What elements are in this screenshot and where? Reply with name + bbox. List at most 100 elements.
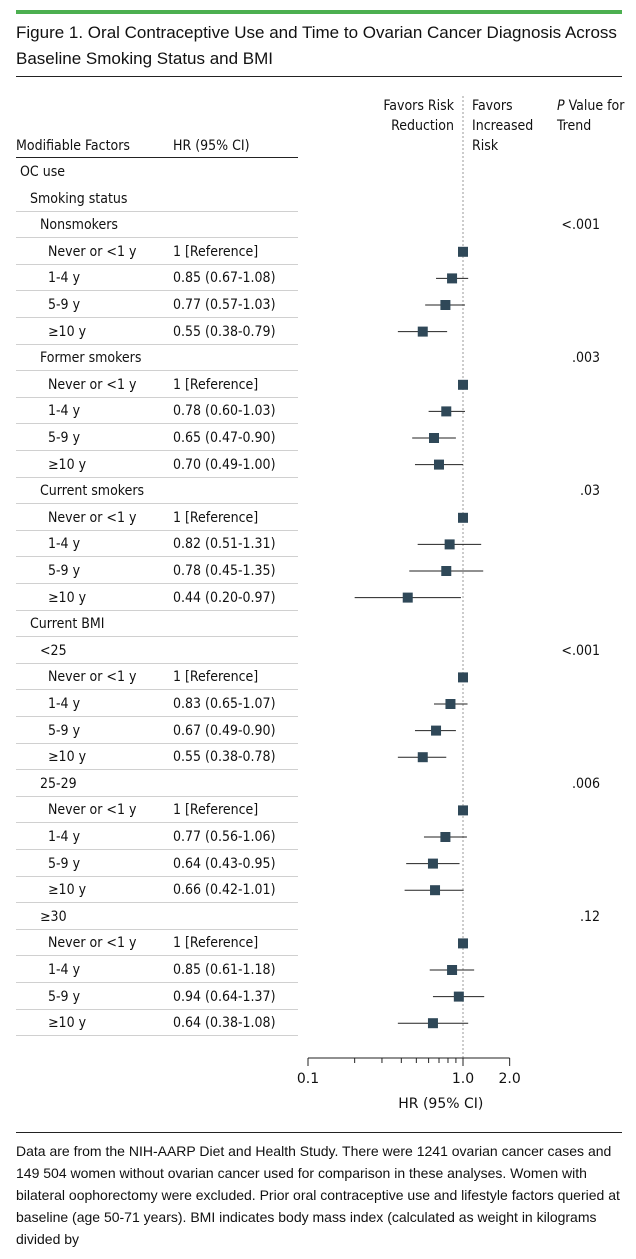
- row-divider: [16, 556, 298, 558]
- table-row: ≥10 y 0.66 (0.42-1.01): [16, 877, 298, 904]
- p-value-for-trend: .03: [579, 483, 600, 500]
- hr-marker: [458, 512, 468, 523]
- row-divider: [16, 902, 298, 904]
- row-divider: [16, 370, 298, 372]
- table-row: ≥10 y 0.70 (0.49-1.00): [16, 452, 298, 478]
- row-hr-ci: 0.77 (0.57-1.03): [173, 297, 276, 313]
- table-row: 1-4 y 0.85 (0.67-1.08): [16, 265, 298, 292]
- row-hr-ci: 0.82 (0.51-1.31): [173, 536, 276, 553]
- header-p-rest: Value for Trend: [557, 98, 625, 134]
- row-label: Never or <1 y: [48, 935, 137, 952]
- hr-marker: [430, 885, 441, 896]
- table-row: 1-4 y 0.83 (0.65-1.07): [16, 691, 298, 717]
- hr-marker: [433, 459, 444, 470]
- table-row: Current smokers: [16, 478, 298, 505]
- row-label: 25-29: [40, 775, 77, 792]
- table-row: 1-4 y 0.78 (0.60-1.03): [16, 398, 298, 425]
- hr-marker: [458, 672, 468, 683]
- table-row: 5-9 y 0.78 (0.45-1.35): [16, 558, 298, 584]
- row-hr-ci: 0.85 (0.61-1.18): [173, 962, 276, 978]
- row-divider: [16, 237, 298, 239]
- row-divider: [16, 290, 298, 292]
- row-label: ≥10 y: [48, 456, 87, 473]
- row-divider: [16, 396, 298, 398]
- table-row: ≥10 y 0.64 (0.38-1.08): [16, 1010, 298, 1037]
- table-row: Former smokers: [16, 345, 298, 372]
- row-divider: [16, 982, 298, 983]
- x-tick-label: 2.0: [499, 1071, 521, 1087]
- row-hr-ci: 0.83 (0.65-1.07): [173, 696, 276, 712]
- hr-marker: [458, 246, 468, 257]
- row-divider: [16, 716, 298, 717]
- row-hr-ci: 0.70 (0.49-1.00): [173, 456, 276, 473]
- row-divider: [16, 769, 298, 771]
- header-modifiable-factors: Modifiable Factors: [16, 138, 130, 154]
- row-label: OC use: [20, 164, 66, 180]
- row-label: 1-4 y: [48, 829, 81, 845]
- table-row: Smoking status: [16, 186, 298, 212]
- table-row: Never or <1 y 1 [Reference]: [16, 797, 298, 824]
- row-hr-ci: 0.64 (0.38-1.08): [173, 1015, 276, 1032]
- row-hr-ci: 1 [Reference]: [173, 509, 259, 526]
- row-label: 1-4 y: [48, 962, 81, 978]
- row-hr-ci: 0.94 (0.64-1.37): [173, 988, 276, 1005]
- table-row: 5-9 y 0.67 (0.49-0.90): [16, 718, 298, 744]
- table-row: ≥10 y 0.55 (0.38-0.79): [16, 319, 298, 345]
- table-row: 5-9 y 0.65 (0.47-0.90): [16, 425, 298, 451]
- row-divider: [16, 875, 298, 877]
- row-divider: [16, 636, 298, 638]
- table-row: 5-9 y 0.94 (0.64-1.37): [16, 984, 298, 1010]
- row-hr-ci: 0.55 (0.38-0.79): [173, 323, 276, 340]
- table-row: 5-9 y 0.77 (0.57-1.03): [16, 292, 298, 318]
- row-label: 1-4 y: [48, 536, 81, 553]
- table-row: ≥30: [16, 904, 298, 930]
- header-hr-ci: HR (95% CI): [173, 138, 250, 154]
- table-row: 5-9 y 0.64 (0.43-0.95): [16, 851, 298, 877]
- row-hr-ci: 1 [Reference]: [173, 376, 259, 393]
- row-label: Former smokers: [40, 350, 142, 367]
- row-label: Never or <1 y: [48, 376, 137, 393]
- hr-marker: [417, 326, 428, 337]
- row-divider: [16, 742, 298, 744]
- p-value-for-trend: .12: [579, 908, 600, 925]
- x-tick-label: 0.1: [297, 1071, 319, 1087]
- row-hr-ci: 1 [Reference]: [173, 669, 259, 686]
- row-divider: [16, 849, 298, 850]
- row-hr-ci: 0.77 (0.56-1.06): [173, 829, 276, 845]
- row-divider: [16, 423, 298, 425]
- header-p-value-for-trend: P Value for Trend: [557, 96, 627, 136]
- title-accent-bar: [16, 10, 622, 14]
- table-row: Never or <1 y 1 [Reference]: [16, 930, 298, 957]
- row-label: ≥10 y: [48, 749, 87, 766]
- row-divider: [16, 583, 298, 584]
- row-divider: [16, 822, 298, 824]
- row-label: Never or <1 y: [48, 669, 137, 686]
- row-label: 5-9 y: [48, 297, 81, 313]
- row-divider: [16, 928, 298, 930]
- hr-marker: [441, 566, 452, 576]
- row-divider: [16, 662, 298, 664]
- row-hr-ci: 1 [Reference]: [173, 802, 259, 819]
- row-divider: [16, 450, 298, 451]
- figure-title: Figure 1. Oral Contraceptive Use and Tim…: [16, 23, 617, 68]
- row-label: 1-4 y: [48, 270, 81, 287]
- row-divider: [16, 503, 298, 505]
- table-row: 25-29: [16, 771, 298, 797]
- row-divider: [16, 955, 298, 957]
- x-axis-label: HR (95% CI): [398, 1096, 483, 1112]
- row-label: ≥30: [40, 908, 67, 925]
- row-divider: [16, 689, 298, 691]
- p-value-for-trend: .006: [571, 775, 600, 792]
- table-row: Never or <1 y 1 [Reference]: [16, 239, 298, 265]
- row-label: Never or <1 y: [48, 509, 137, 526]
- row-divider: [16, 795, 298, 797]
- hr-marker: [431, 725, 442, 736]
- row-divider: [16, 263, 298, 265]
- row-label: 5-9 y: [48, 722, 81, 739]
- row-hr-ci: 1 [Reference]: [173, 935, 259, 952]
- row-label: <25: [40, 642, 67, 659]
- row-label: Never or <1 y: [48, 243, 137, 260]
- footnote-divider: [16, 1132, 622, 1133]
- hr-marker: [444, 539, 455, 550]
- table-row: <25: [16, 638, 298, 664]
